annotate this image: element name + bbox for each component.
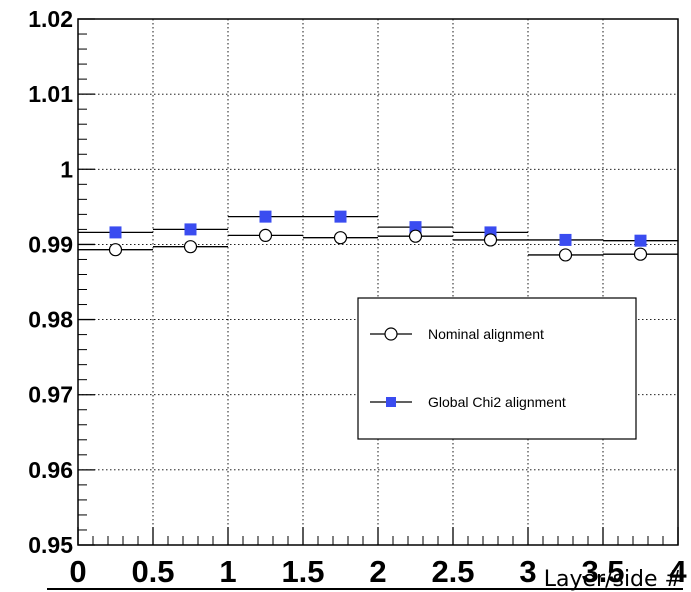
x-tick-label: 2: [369, 554, 386, 589]
plot-frame: [77, 18, 679, 546]
legend-marker-global-chi2: [386, 397, 396, 407]
nominal-point: [183, 240, 198, 254]
legend-box: [357, 297, 637, 440]
legend: Nominal alignment Global Chi2 alignment: [357, 297, 637, 440]
series-nominal: [78, 228, 678, 262]
data-series: [78, 210, 678, 262]
x-tick-label: 3.5: [581, 554, 624, 589]
x-tick-labels: 0 0.5 1 1.5 2 2.5 3 3.5 4: [69, 554, 687, 589]
nominal-point: [558, 248, 573, 262]
series-global-chi2: [78, 210, 678, 247]
x-tick-label: 1.5: [281, 554, 324, 589]
legend-marker-nominal: [384, 327, 398, 341]
x-tick-label: 0.5: [131, 554, 174, 589]
y-tick-label: 0.98: [28, 307, 73, 333]
y-tick-label: 1.02: [28, 6, 73, 32]
grid: [78, 19, 678, 545]
global-chi2-point: [559, 233, 572, 246]
legend-label-global-chi2: Global Chi2 alignment: [428, 394, 566, 410]
y-tick-label: 1: [60, 156, 73, 182]
legend-label-nominal: Nominal alignment: [428, 326, 544, 342]
y-tick-label: 1.01: [28, 81, 73, 107]
global-chi2-point: [334, 210, 347, 223]
global-chi2-point: [409, 221, 422, 234]
x-tick-label: 2.5: [431, 554, 474, 589]
nominal-point: [483, 233, 498, 247]
nominal-point: [633, 247, 648, 261]
y-tick-label: 0.96: [28, 457, 73, 483]
global-chi2-point: [259, 210, 272, 223]
global-chi2-point: [109, 226, 122, 239]
y-tick-label: 0.97: [28, 382, 73, 408]
x-tick-label: 3: [519, 554, 536, 589]
y-tick-label: 0.99: [28, 231, 73, 257]
nominal-point: [258, 228, 273, 243]
nominal-point: [333, 231, 348, 245]
x-tick-label: 4: [669, 554, 687, 589]
global-chi2-point: [634, 234, 647, 247]
y-tick-labels: 0.95 0.96 0.97 0.98 0.99 1 1.01 1.02: [28, 6, 73, 558]
nominal-point: [108, 243, 123, 257]
y-tick-label: 0.95: [28, 532, 73, 558]
x-tick-label: 1: [219, 554, 236, 589]
global-chi2-point: [184, 223, 197, 236]
nominal-point: [408, 229, 423, 243]
x-tick-label: 0: [69, 554, 86, 589]
axis-ticks: [77, 18, 679, 546]
x-axis-label: Layer/side #: [544, 567, 683, 592]
